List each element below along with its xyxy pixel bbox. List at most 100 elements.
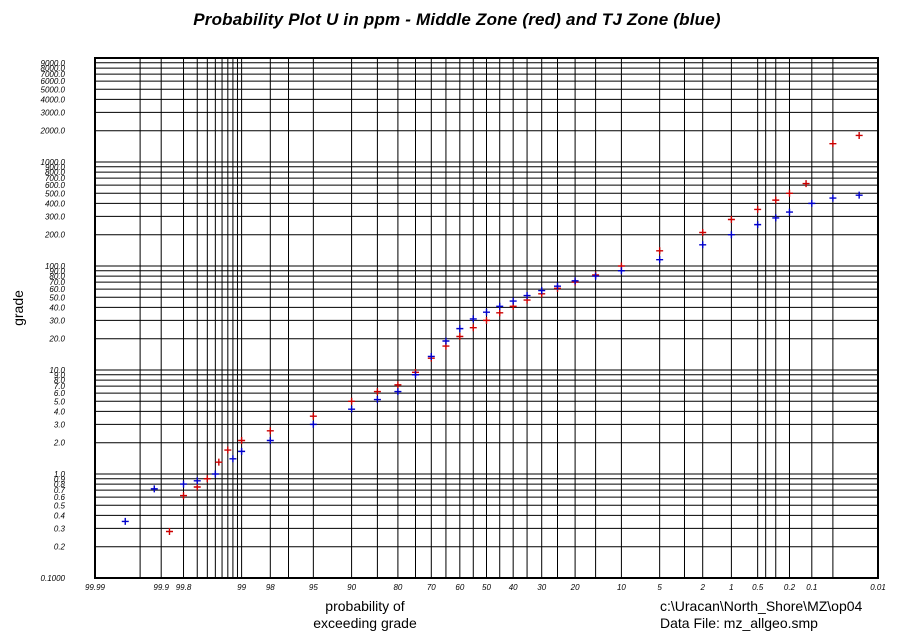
- data-point: [772, 196, 780, 204]
- data-point: [754, 205, 762, 213]
- data-point: [855, 191, 863, 199]
- data-point: [829, 140, 837, 148]
- y-tick-label: 20.0: [48, 335, 65, 344]
- x-tick-label: 20: [570, 583, 580, 592]
- y-tick-label: 30.0: [49, 316, 65, 325]
- x-tick-label: 70: [427, 583, 436, 592]
- x-tick-label: 99: [237, 583, 246, 592]
- data-point: [496, 309, 504, 317]
- data-point: [266, 436, 274, 444]
- data-point: [469, 324, 477, 332]
- y-tick-label: 0.6: [54, 493, 66, 502]
- y-tick-label: 40.0: [49, 303, 65, 312]
- y-tick-label: 9.0: [54, 371, 66, 380]
- x-tick-label: 98: [266, 583, 275, 592]
- y-tick-label: 10.0: [49, 366, 65, 375]
- data-point: [229, 455, 237, 463]
- y-tick-label: 900.0: [45, 163, 66, 172]
- data-point: [592, 272, 600, 280]
- data-point: [496, 302, 504, 310]
- file-info: c:\Uracan\North_Shore\MZ\op04 Data File:…: [660, 598, 910, 632]
- y-tick-label: 0.4: [54, 511, 66, 520]
- data-point: [469, 315, 477, 323]
- y-tick-label: 100.0: [45, 262, 66, 271]
- data-point: [180, 492, 188, 500]
- data-point: [855, 131, 863, 139]
- data-point: [456, 325, 464, 333]
- x-tick-label: 50: [482, 583, 491, 592]
- data-point: [808, 199, 816, 207]
- y-tick-label: 300.0: [45, 212, 66, 221]
- data-point: [348, 405, 356, 413]
- y-tick-labels: 0.1000 0.2 0.3 0.40.50.60.70.80.91.0 2.0 3.0 4…: [40, 59, 66, 583]
- y-tick-label: 1.0: [54, 470, 66, 479]
- x-tick-label: 30: [537, 583, 546, 592]
- y-tick-label: 0.1000: [41, 574, 66, 583]
- data-point: [150, 485, 158, 493]
- x-tick-label: 0.01: [870, 583, 886, 592]
- x-axis-label: probability of exceeding grade: [300, 598, 430, 632]
- y-tick-label: 60.0: [49, 285, 65, 294]
- x-tick-label: 0.5: [752, 583, 764, 592]
- x-tick-label: 40: [509, 583, 518, 592]
- x-axis-label-line-1: probability of: [325, 598, 405, 614]
- data-point: [785, 189, 793, 197]
- y-tick-label: 500.0: [45, 189, 66, 198]
- data-point: [699, 228, 707, 236]
- data-point: [180, 480, 188, 488]
- data-point: [373, 396, 381, 404]
- y-tick-label: 3.0: [54, 420, 66, 429]
- y-tick-label: 80.0: [49, 272, 65, 281]
- y-tick-label: 4000.0: [41, 95, 66, 104]
- y-tick-label: 5.0: [54, 397, 66, 406]
- x-tick-label: 2: [699, 583, 705, 592]
- x-tick-label: 95: [309, 583, 318, 592]
- x-tick-label: 0.2: [784, 583, 796, 592]
- data-point: [754, 221, 762, 229]
- data-point: [571, 277, 579, 285]
- x-tick-label: 99.9: [153, 583, 169, 592]
- x-tick-label: 10: [617, 583, 626, 592]
- y-tick-label: 90.0: [49, 267, 65, 276]
- x-tick-label: 1: [729, 583, 733, 592]
- data-point: [699, 241, 707, 249]
- data-point: [442, 337, 450, 345]
- y-tick-label: 7000.0: [41, 70, 66, 79]
- data-point: [394, 388, 402, 396]
- y-tick-label: 0.7: [54, 486, 66, 495]
- y-tick-label: 400.0: [45, 199, 66, 208]
- data-point: [523, 292, 531, 300]
- data-point: [266, 427, 274, 435]
- y-tick-label: 6.0: [54, 389, 66, 398]
- data-point: [456, 332, 464, 340]
- y-tick-label: 50.0: [49, 293, 65, 302]
- y-tick-label: 0.2: [54, 543, 66, 552]
- chart-title: Probability Plot U in ppm - Middle Zone …: [193, 10, 721, 29]
- y-tick-label: 8.0: [54, 376, 66, 385]
- data-point: [785, 208, 793, 216]
- data-point: [772, 214, 780, 222]
- y-tick-label: 6000.0: [41, 77, 66, 86]
- y-tick-label: 8000.0: [41, 64, 66, 73]
- x-tick-label: 60: [455, 583, 464, 592]
- y-tick-label: 2.0: [53, 439, 66, 448]
- x-tick-label: 99.99: [85, 583, 106, 592]
- y-tick-label: 4.0: [54, 407, 66, 416]
- data-point: [483, 316, 490, 324]
- data-point: [215, 458, 223, 466]
- data-point: [427, 352, 435, 360]
- y-tick-label: 9000.0: [41, 59, 66, 68]
- file-path: c:\Uracan\North_Shore\MZ\op04: [660, 598, 863, 614]
- x-tick-label: 99.8: [176, 583, 192, 592]
- data-point: [211, 470, 219, 478]
- x-tick-labels: 99.99 99.9 99.8 99 98 95 90 80 70 60 50 40 30 20 10 5 2 1…: [85, 583, 886, 592]
- y-tick-label: 5000.0: [41, 85, 66, 94]
- y-tick-label: 0.5: [54, 501, 66, 510]
- data-point: [193, 483, 201, 491]
- y-tick-label: 7.0: [54, 382, 66, 391]
- y-tick-label: 700.0: [45, 174, 66, 183]
- data-point: [309, 412, 317, 420]
- y-tick-label: 0.9: [54, 475, 66, 484]
- data-point: [224, 446, 232, 454]
